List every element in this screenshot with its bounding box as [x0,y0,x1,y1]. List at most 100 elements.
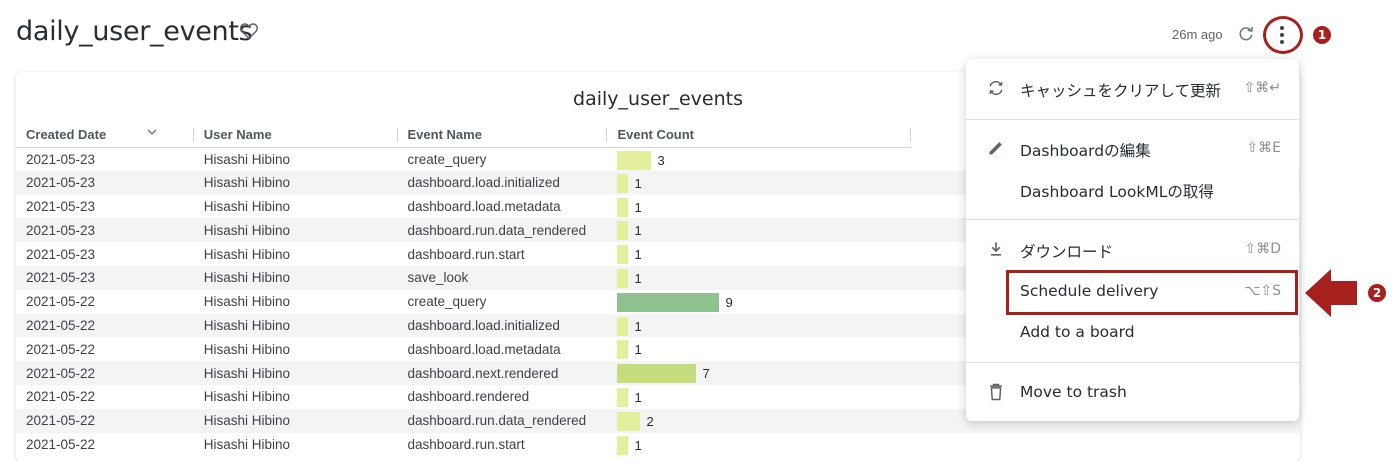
cell-event-count: 1 [607,265,911,290]
table-row: 2021-05-23 Hisashi Hibino create_query 3 [16,147,1300,171]
cell-event: dashboard.rendered [407,389,530,405]
cell-user: Hisashi Hibino [193,408,398,433]
cell-date: 2021-05-23 [26,246,96,262]
cell-date: 2021-05-22 [26,389,96,405]
menu-item-schedule-delivery[interactable]: Schedule delivery ⌥⇧S [966,271,1299,311]
highlight-box [1006,270,1298,315]
cell-date: 2021-05-23 [26,151,96,167]
cell-user: Hisashi Hibino [203,246,291,262]
cell-event: dashboard.load.metadata [407,198,561,214]
cell-event-count: 1 [607,385,910,409]
count-value: 1 [634,199,642,215]
table-row: 2021-05-23 Hisashi Hibino dashboard.run.st… [16,242,1300,266]
heart-icon[interactable] [238,20,260,42]
cell-date: 2021-05-23 [26,198,96,214]
step-badge-1: 1 [1313,26,1331,44]
menu-item-clear-cache[interactable]: キャッシュをクリアして更新 ⇧⌘↵ [966,68,1299,108]
count-bar [617,173,629,193]
cell-event-count: 1 [607,242,910,266]
count-bar [617,292,720,312]
count-bar [617,221,629,241]
cell-filler [911,433,1300,457]
cell-event: save_look [397,265,608,290]
dashboard-options-menu: キャッシュをクリアして更新 ⇧⌘↵ Dashboardの編集 ⇧⌘E Dashb… [966,59,1299,421]
menu-item-label: Dashboard LookMLの取得 [1020,183,1214,201]
count-value: 7 [702,366,710,382]
cell-event-count: 1 [607,337,910,361]
cell-date: 2021-05-22 [16,313,194,338]
cell-user: Hisashi Hibino [193,361,398,385]
cell-event-count: 1 [607,433,910,457]
cell-date: 2021-05-22 [26,294,96,310]
count-bar [617,316,629,336]
pencil-icon [989,142,1002,155]
menu-divider [966,119,1299,120]
count-value: 1 [634,318,642,334]
refresh-icon[interactable] [1236,24,1256,44]
cell-event: dashboard.run.start [407,246,525,262]
cell-date: 2021-05-23 [16,265,194,290]
count-bar [617,197,629,217]
cell-date: 2021-05-23 [16,170,194,195]
table-row: 2021-05-22 Hisashi Hibino dashboard.load.m… [16,337,1300,361]
cell-user: Hisashi Hibino [203,151,291,167]
cell-event: dashboard.load.metadata [407,341,561,357]
more-options-icon[interactable] [1279,24,1285,46]
count-bar [617,387,629,407]
last-updated-text: 26m ago [1172,27,1223,42]
menu-item-shortcut: ⇧⌘E [1246,140,1281,156]
cell-event-count: 9 [607,290,910,314]
menu-item-shortcut: ⇧⌘↵ [1243,80,1281,96]
menu-item-label: キャッシュをクリアして更新 [1020,82,1222,100]
column-header-event-count[interactable]: Event Count [607,123,912,148]
count-bar [617,245,629,265]
step-badge-2: 2 [1368,284,1386,302]
cell-event-count: 1 [607,313,911,338]
menu-item-move-to-trash[interactable]: Move to trash [966,372,1299,412]
menu-item-label: Schedule delivery [1020,282,1159,300]
cell-event: dashboard.load.initialized [397,170,608,195]
count-bar [617,435,629,455]
cell-user: Hisashi Hibino [193,265,398,290]
menu-item-shortcut: ⌥⇧S [1244,283,1281,299]
table-row: 2021-05-22 Hisashi Hibino dashboard.run.da… [16,408,1300,433]
trash-icon [990,383,1002,401]
cell-event-count: 1 [607,170,911,195]
column-header-user-name[interactable]: User Name [193,123,398,148]
cell-event: create_query [407,151,487,167]
count-value: 1 [634,342,642,358]
count-value: 1 [634,389,642,405]
highlight-circle [1263,16,1303,54]
menu-item-add-to-board[interactable]: Add to a board [966,312,1299,352]
cell-event: dashboard.load.initialized [397,313,608,338]
menu-item-edit-dashboard[interactable]: Dashboardの編集 ⇧⌘E [966,128,1299,168]
cell-event: dashboard.run.start [407,436,525,452]
count-bar [617,268,629,288]
count-bar [617,150,652,170]
column-header-created-date[interactable]: Created Date [16,123,194,148]
chevron-down-icon[interactable] [146,126,158,138]
cell-event: dashboard.run.data_rendered [397,218,608,243]
count-value: 3 [657,152,665,168]
column-header-event-name[interactable]: Event Name [397,123,608,148]
cell-event: dashboard.next.rendered [397,361,608,385]
cell-user: Hisashi Hibino [203,294,291,310]
menu-item-get-lookml[interactable]: Dashboard LookMLの取得 [966,169,1299,209]
menu-item-download[interactable]: ダウンロード ⇧⌘D [966,229,1299,269]
table-row: 2021-05-22 Hisashi Hibino dashboard.run.st… [16,433,1300,457]
cell-date: 2021-05-23 [16,218,194,243]
menu-item-label: Add to a board [1020,323,1135,341]
cell-user: Hisashi Hibino [193,313,398,338]
table-row: 2021-05-23 Hisashi Hibino dashboard.load.m… [16,195,1300,219]
cell-event-count: 7 [607,361,911,385]
cell-user: Hisashi Hibino [203,198,291,214]
count-bar [617,364,697,384]
table-row: 2021-05-22 Hisashi Hibino create_query 9 [16,290,1300,314]
download-icon [991,242,1001,256]
cell-event-count: 1 [607,195,910,219]
count-value: 1 [634,437,642,453]
cell-event: create_query [407,294,487,310]
events-table: Created Date User Name Event Name Event … [16,123,1300,456]
table-row: 2021-05-22 Hisashi Hibino dashboard.render… [16,385,1300,409]
arrow-left-icon [1305,269,1357,317]
